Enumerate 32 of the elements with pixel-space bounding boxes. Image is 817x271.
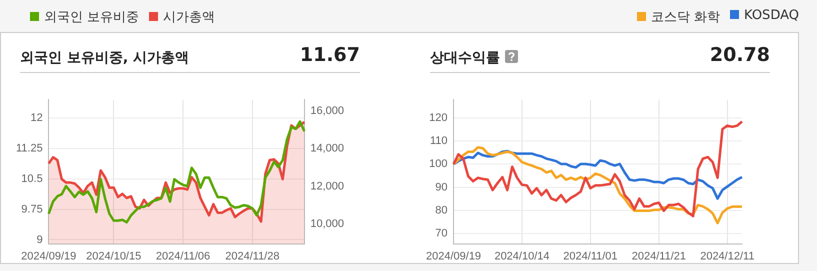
x-tick-label: 2024/11/01 — [563, 250, 618, 262]
y-tick-label: 12 — [30, 112, 43, 124]
y-tick-label: 9.75 — [21, 203, 43, 216]
y-tick-label: 100 — [429, 158, 448, 170]
x-tick-label: 2024/10/14 — [494, 250, 550, 262]
x-tick-label: 2024/09/19 — [426, 250, 482, 262]
y-tick-label: 80 — [435, 204, 448, 216]
chart-title: 외국인 보유비중, 시가총액 — [20, 49, 190, 67]
y-tick-label: 10.5 — [21, 172, 43, 185]
y2-tick-label: 12,000 — [310, 180, 344, 192]
legend-label: 코스닥 화학 — [650, 9, 720, 26]
legend-label: 시가총액 — [162, 9, 216, 26]
legend-label: 외국인 보유비중 — [43, 9, 140, 26]
x-tick-label: 2024/12/11 — [700, 250, 754, 262]
y2-tick-label: 14,000 — [310, 142, 344, 155]
y-tick-label: 110 — [430, 135, 448, 148]
y-tick-label: 70 — [435, 227, 448, 240]
legend-label: KOSDAQ — [743, 8, 799, 25]
y-tick-label: 90 — [435, 181, 448, 194]
x-tick-label: 2024/10/15 — [86, 250, 142, 262]
y-tick-label: 9 — [36, 234, 43, 246]
x-tick-label: 2024/11/21 — [632, 250, 686, 262]
text: 11.67 — [300, 44, 360, 66]
text: 20.78 — [710, 44, 770, 66]
chart-title: 상대수익률 — [430, 49, 501, 67]
y-tick-label: 120 — [429, 112, 448, 124]
x-tick-label: 2024/11/06 — [156, 250, 210, 262]
y2-tick-label: 16,000 — [310, 104, 344, 117]
x-tick-label: 2024/11/28 — [225, 250, 280, 262]
x-tick-label: 2024/09/19 — [21, 250, 76, 262]
y2-tick-label: 10,000 — [310, 218, 344, 230]
y-tick-label: 11.25 — [16, 142, 43, 154]
